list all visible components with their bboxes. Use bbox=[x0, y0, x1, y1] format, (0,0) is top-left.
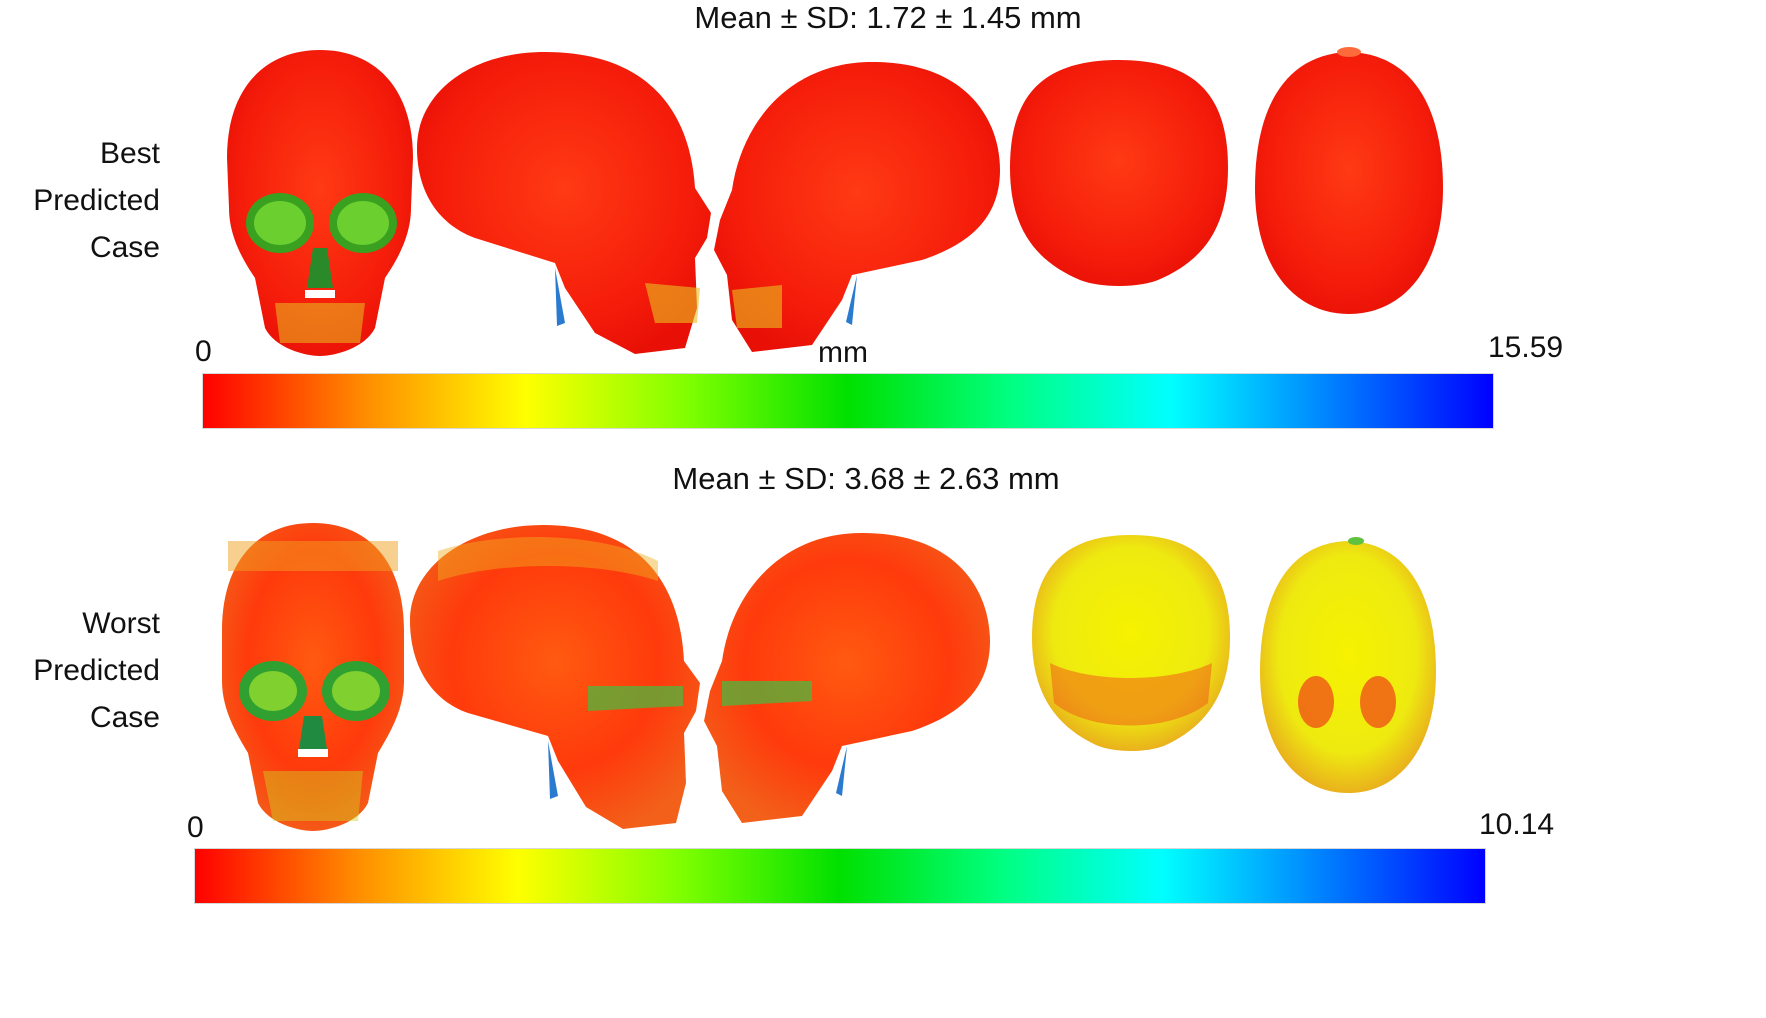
best-case-label: Best Predicted Case bbox=[33, 137, 160, 264]
worst-case-stat: Mean ± SD: 3.68 ± 2.63 mm bbox=[672, 461, 1060, 496]
best-left-lateral-skull-view bbox=[714, 62, 1000, 352]
worst-left-lateral-skull-view bbox=[704, 533, 990, 823]
best-superior-skull-view bbox=[1255, 47, 1443, 314]
worst-scale-min: 0 bbox=[187, 811, 204, 844]
best-scale-unit: mm bbox=[818, 336, 868, 369]
worst-scale-max: 10.14 bbox=[1479, 808, 1555, 841]
worst-frontal-skull-view bbox=[222, 523, 404, 831]
best-frontal-skull-view bbox=[227, 50, 413, 356]
best-case-stat: Mean ± SD: 1.72 ± 1.45 mm bbox=[694, 0, 1082, 35]
worst-right-lateral-skull-view bbox=[410, 525, 700, 829]
worst-posterior-skull-view bbox=[1032, 535, 1230, 751]
best-right-lateral-skull-view bbox=[417, 52, 711, 354]
best-scale-max: 15.59 bbox=[1488, 331, 1564, 364]
best-posterior-skull-view bbox=[1010, 60, 1228, 286]
worst-superior-skull-view bbox=[1260, 537, 1436, 793]
best-scale-min: 0 bbox=[195, 335, 212, 368]
best-colorbar bbox=[202, 373, 1494, 429]
worst-colorbar bbox=[194, 848, 1486, 904]
worst-case-label: Worst Predicted Case bbox=[33, 607, 160, 734]
